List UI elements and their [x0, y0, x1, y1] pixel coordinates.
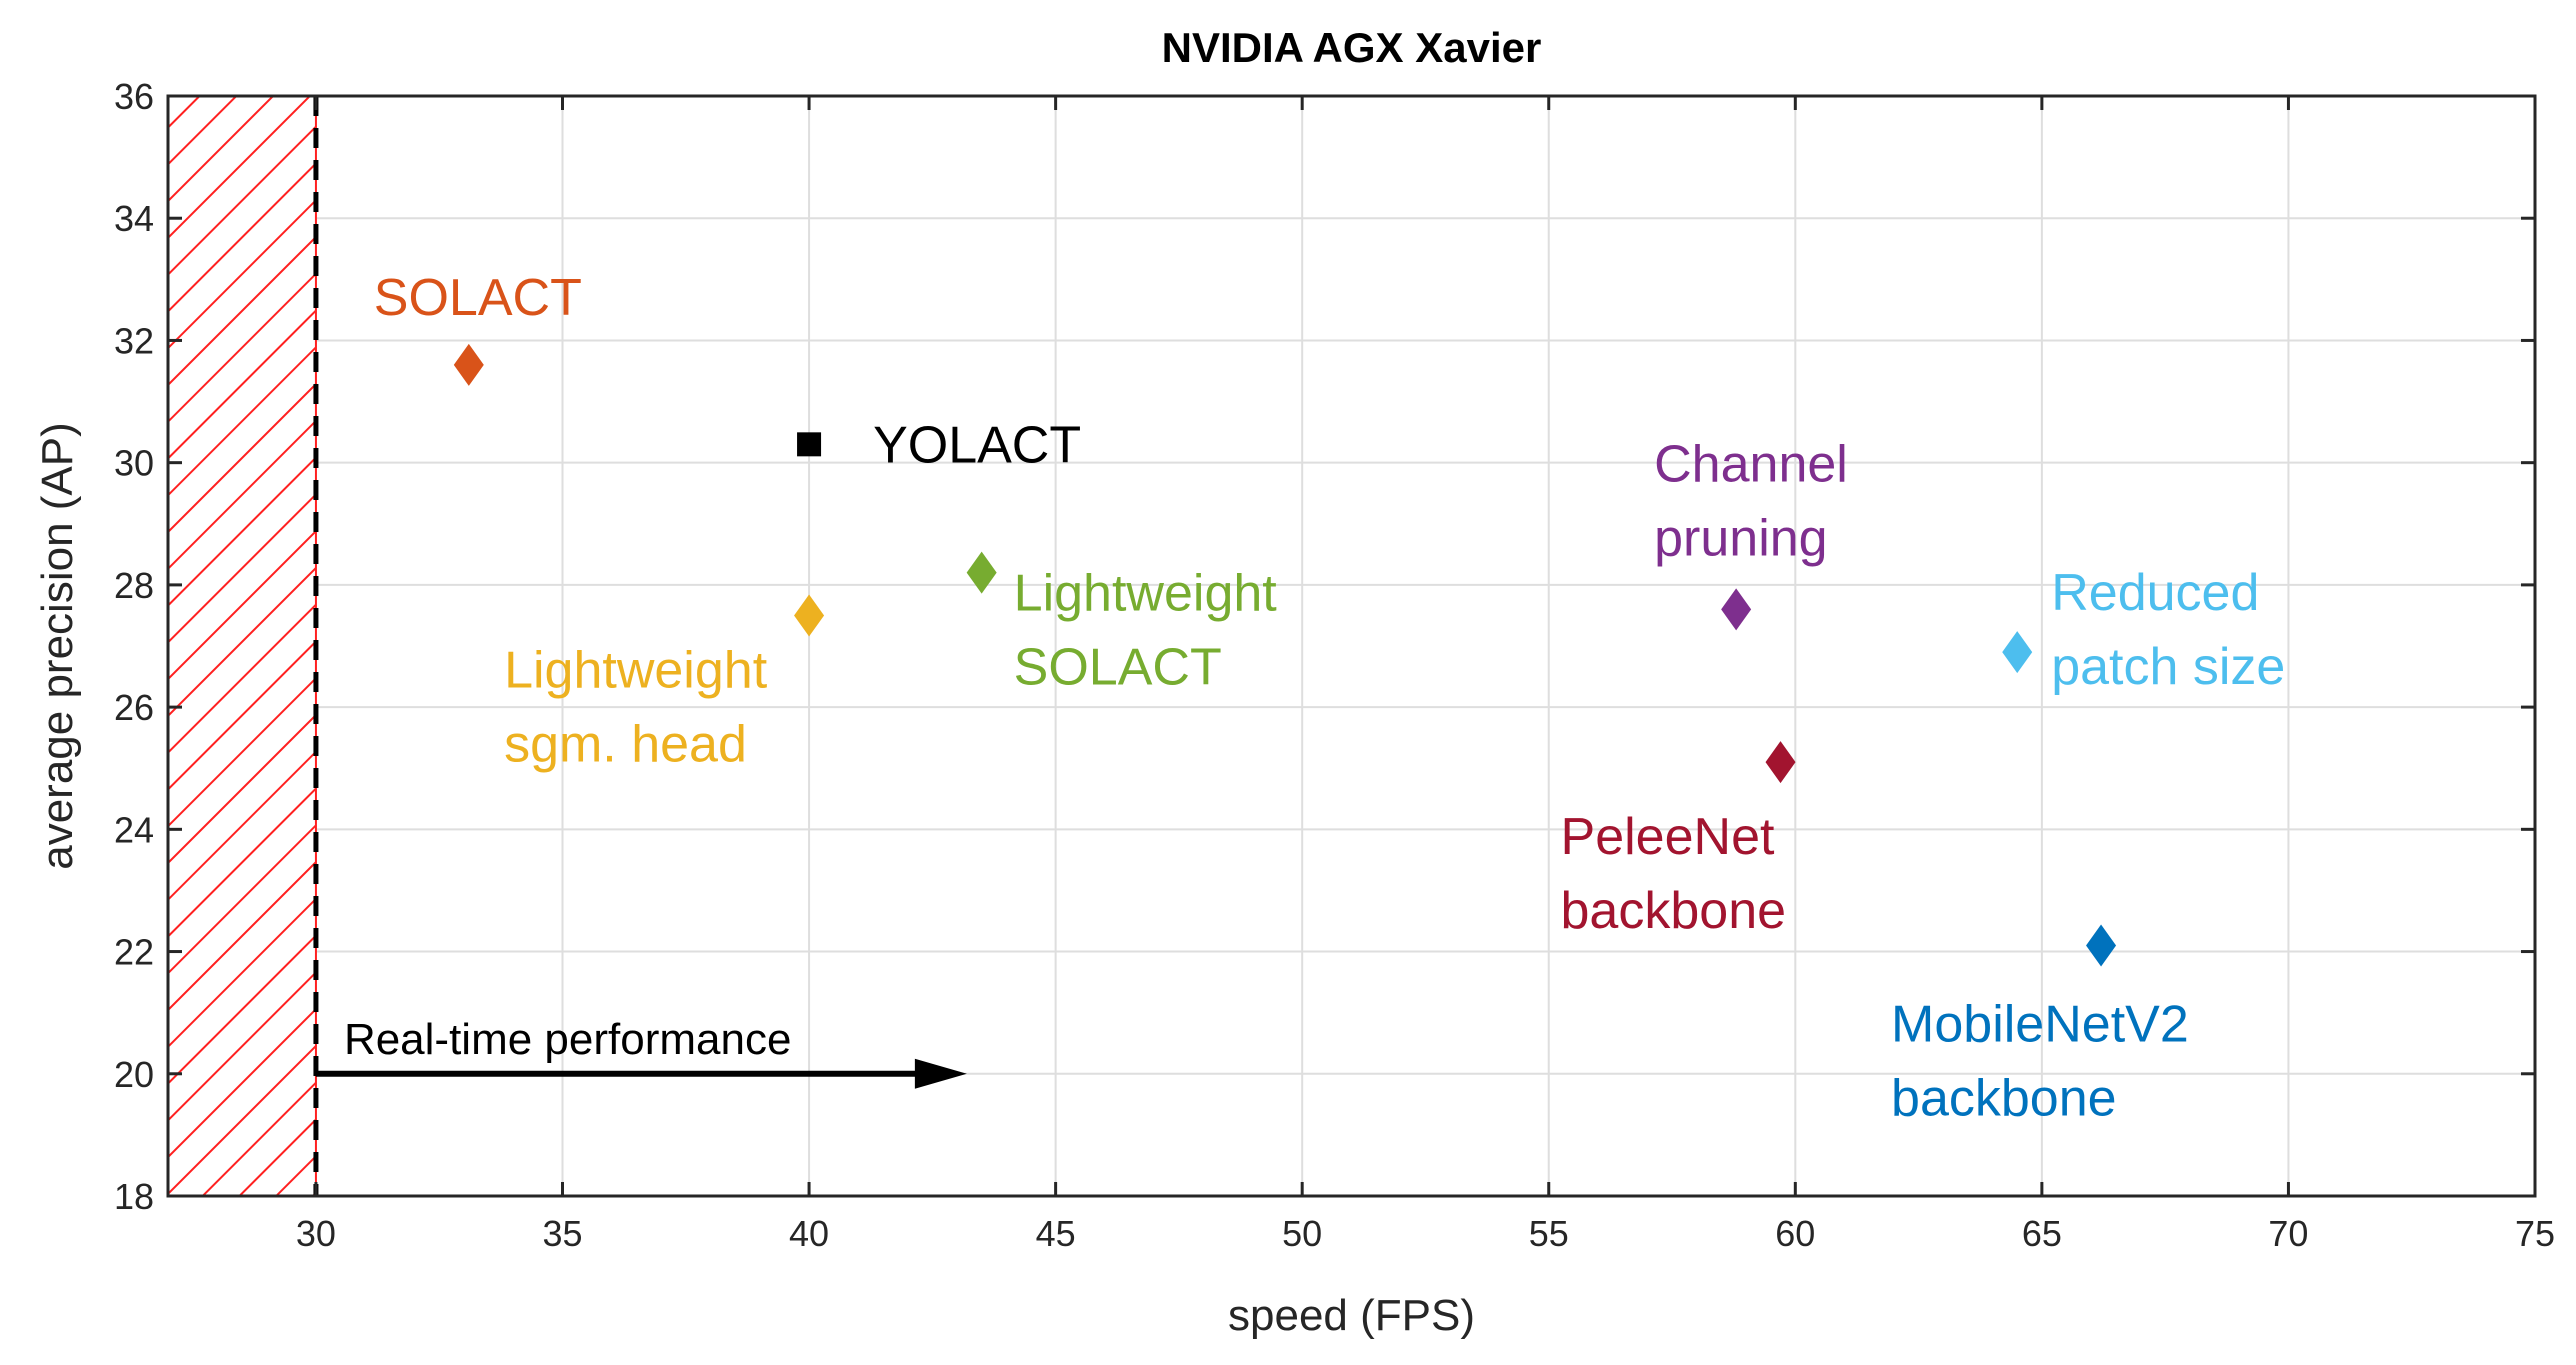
- non-realtime-hatched-region: [167, 95, 317, 1197]
- x-tick-label: 35: [542, 1213, 582, 1254]
- x-tick-label: 30: [296, 1213, 336, 1254]
- realtime-performance-label: Real-time performance: [344, 1015, 792, 1064]
- data-point: MobileNetV2 backbone: [1891, 924, 2189, 1127]
- point-label-line: backbone: [1561, 882, 1787, 940]
- axes-box: [166, 94, 2537, 1198]
- point-label-line: PeleeNet: [1561, 808, 1775, 866]
- point-label-line: sgm. head: [504, 715, 747, 773]
- point-label-line: pruning: [1654, 509, 1827, 567]
- point-label: Lightweight SOLACT: [1014, 565, 1278, 697]
- point-label-line: Lightweight: [504, 641, 768, 699]
- x-tick-label: 45: [1036, 1213, 1076, 1254]
- x-tick-label: 65: [2022, 1213, 2062, 1254]
- y-tick-label: 34: [114, 198, 154, 239]
- point-label-line: MobileNetV2: [1891, 995, 2189, 1053]
- data-point: SOLACT: [374, 269, 582, 386]
- y-tick-label: 18: [114, 1176, 154, 1217]
- data-point: Lightweight sgm. head: [504, 594, 825, 773]
- y-tick-label: 30: [114, 443, 154, 484]
- point-marker: [797, 432, 822, 457]
- y-tick-label: 26: [114, 687, 154, 728]
- point-label: SOLACT: [374, 269, 582, 327]
- x-tick-label: 50: [1282, 1213, 1322, 1254]
- point-marker: [794, 594, 825, 637]
- y-tick-label: 28: [114, 565, 154, 606]
- point-label: Lightweight sgm. head: [504, 641, 768, 773]
- y-tick-label: 24: [114, 809, 154, 850]
- x-tick-label: 70: [2268, 1213, 2308, 1254]
- point-label: PeleeNet backbone: [1561, 808, 1787, 940]
- point-label: Channel pruning: [1654, 435, 1848, 567]
- point-label: MobileNetV2 backbone: [1891, 995, 2189, 1127]
- point-label-line: SOLACT: [1014, 639, 1222, 697]
- data-point: Reduced patch size: [2002, 564, 2285, 696]
- y-tick-label: 20: [114, 1054, 154, 1095]
- y-tick-label: 36: [114, 76, 154, 117]
- point-marker: [1721, 588, 1752, 631]
- axis-ticks: 30 35 40 45 50 55 60 65 70 75 18 20 22 24 26 28 30 32 34 36: [114, 76, 2555, 1254]
- realtime-arrow-head: [914, 1058, 967, 1089]
- point-label: YOLACT: [873, 416, 1081, 474]
- x-tick-label: 55: [1529, 1213, 1569, 1254]
- data-point: Lightweight SOLACT: [966, 551, 1278, 697]
- x-axis-label: speed (FPS): [1228, 1291, 1475, 1340]
- point-label-line: Lightweight: [1014, 565, 1278, 623]
- point-marker: [2086, 924, 2117, 967]
- x-tick-label: 60: [1775, 1213, 1815, 1254]
- point-marker: [966, 551, 997, 594]
- x-tick-label: 40: [789, 1213, 829, 1254]
- data-point: PeleeNet backbone: [1561, 741, 1796, 940]
- point-label-line: patch size: [2051, 638, 2285, 696]
- point-label: Reduced patch size: [2051, 564, 2285, 696]
- point-label-line: Reduced: [2051, 564, 2259, 622]
- y-tick-label: 32: [114, 320, 154, 361]
- y-tick-label: 22: [114, 932, 154, 973]
- realtime-arrow: [315, 1058, 967, 1089]
- x-tick-label: 75: [2515, 1213, 2555, 1254]
- point-label-line: SOLACT: [374, 269, 582, 327]
- point-label-line: Channel: [1654, 435, 1848, 493]
- data-point: Channel pruning: [1654, 435, 1848, 631]
- y-axis-label: average precision (AP): [33, 422, 82, 870]
- point-label-line: YOLACT: [873, 416, 1081, 474]
- chart-title: NVIDIA AGX Xavier: [1162, 24, 1542, 71]
- point-marker: [453, 343, 484, 386]
- point-marker: [2002, 631, 2033, 674]
- point-label-line: backbone: [1891, 1069, 2117, 1127]
- point-marker: [1765, 741, 1796, 784]
- data-point: YOLACT: [797, 416, 1081, 474]
